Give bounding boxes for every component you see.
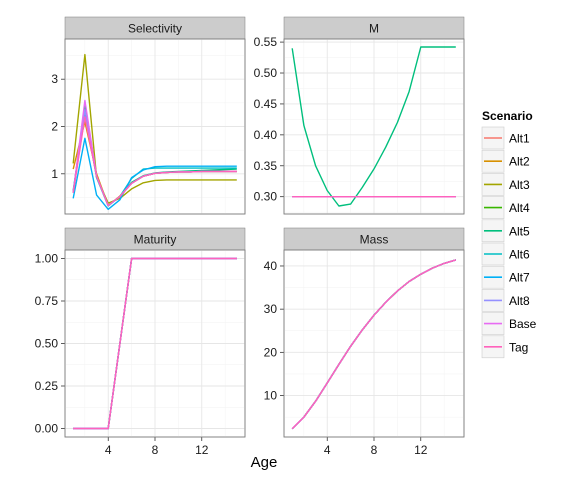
strip-label-maturity: Maturity — [134, 233, 177, 247]
x-tick-label: 12 — [195, 443, 209, 457]
y-tick-label-mass: 10 — [264, 389, 278, 403]
y-tick-label-maturity: 1.00 — [35, 252, 59, 266]
legend: Scenario Alt1 Alt2 Alt3 Alt4 Alt5 Alt6 Alt7 Alt… — [481, 109, 537, 359]
panel-border-m — [283, 38, 465, 215]
legend-label-alt7: Alt7 — [509, 271, 530, 285]
legend-label-alt4: Alt4 — [509, 201, 530, 215]
legend-item-alt5: Alt5 — [481, 219, 530, 243]
panel-border-maturity — [64, 249, 246, 438]
panel-m: M 0.30 0.35 0.40 0.45 0.50 0.55 — [254, 16, 465, 215]
legend-label-tag: Tag — [509, 340, 528, 354]
legend-label-alt8: Alt8 — [509, 294, 530, 308]
legend-item-base: Base — [481, 312, 537, 335]
legend-item-alt4: Alt4 — [481, 196, 530, 219]
y-tick-label-m: 0.30 — [254, 190, 278, 204]
panel-maturity: Maturity 0.00 0.25 0.50 0.75 1.00 4 8 12 — [35, 227, 246, 457]
y-tick-label-selectivity: 3 — [51, 72, 58, 86]
legend-label-alt5: Alt5 — [509, 224, 530, 238]
y-tick-label-selectivity: 1 — [51, 167, 58, 181]
y-tick-label-selectivity: 2 — [51, 120, 58, 134]
legend-item-tag: Tag — [481, 335, 528, 359]
series-line-mass-tag — [291, 259, 457, 430]
legend-label-alt1: Alt1 — [509, 132, 530, 146]
legend-label-base: Base — [509, 317, 537, 331]
legend-item-alt3: Alt3 — [481, 173, 530, 196]
y-tick-label-mass: 40 — [264, 259, 278, 273]
x-tick-label: 8 — [152, 443, 159, 457]
x-axis-title: Age — [251, 454, 278, 471]
panel-border-selectivity — [64, 38, 246, 215]
y-tick-label-maturity: 0.00 — [35, 422, 59, 436]
y-tick-label-m: 0.50 — [254, 66, 278, 80]
y-tick-label-mass: 20 — [264, 345, 278, 359]
legend-item-alt8: Alt8 — [481, 289, 530, 312]
legend-item-alt1: Alt1 — [481, 126, 530, 150]
legend-label-alt2: Alt2 — [509, 155, 530, 169]
series-line-selectivity-alt7 — [72, 137, 237, 211]
legend-item-alt7: Alt7 — [481, 265, 530, 289]
legend-label-alt3: Alt3 — [509, 178, 530, 192]
strip-label-mass: Mass — [360, 233, 389, 247]
x-tick-label: 12 — [414, 443, 428, 457]
strip-label-selectivity: Selectivity — [128, 22, 182, 36]
panel-selectivity: Selectivity 1 2 3 — [51, 16, 246, 215]
series-line-maturity-tag — [73, 257, 237, 430]
y-tick-label-m: 0.55 — [254, 35, 278, 49]
y-tick-label-maturity: 0.25 — [35, 379, 59, 393]
legend-label-alt6: Alt6 — [509, 248, 530, 262]
x-tick-label: 8 — [371, 443, 378, 457]
series-line-m-alt5 — [291, 46, 456, 207]
panel-border-mass — [283, 249, 465, 438]
y-tick-label-mass: 30 — [264, 302, 278, 316]
series-line-selectivity-tag — [72, 116, 237, 207]
legend-item-alt6: Alt6 — [481, 242, 530, 266]
y-tick-label-m: 0.45 — [254, 97, 278, 111]
y-tick-label-m: 0.35 — [254, 159, 278, 173]
y-tick-label-maturity: 0.75 — [35, 294, 59, 308]
legend-item-alt2: Alt2 — [481, 149, 530, 173]
y-tick-label-maturity: 0.50 — [35, 337, 59, 351]
facet-panels: Selectivity123M0.300.350.400.450.500.55M… — [35, 16, 465, 457]
y-tick-label-m: 0.40 — [254, 128, 278, 142]
panel-mass: Mass 10 20 30 40 4 8 12 — [264, 227, 465, 457]
strip-label-m: M — [369, 22, 379, 36]
x-tick-label: 4 — [105, 443, 112, 457]
x-tick-label: 4 — [324, 443, 331, 457]
legend-title: Scenario — [482, 109, 533, 123]
